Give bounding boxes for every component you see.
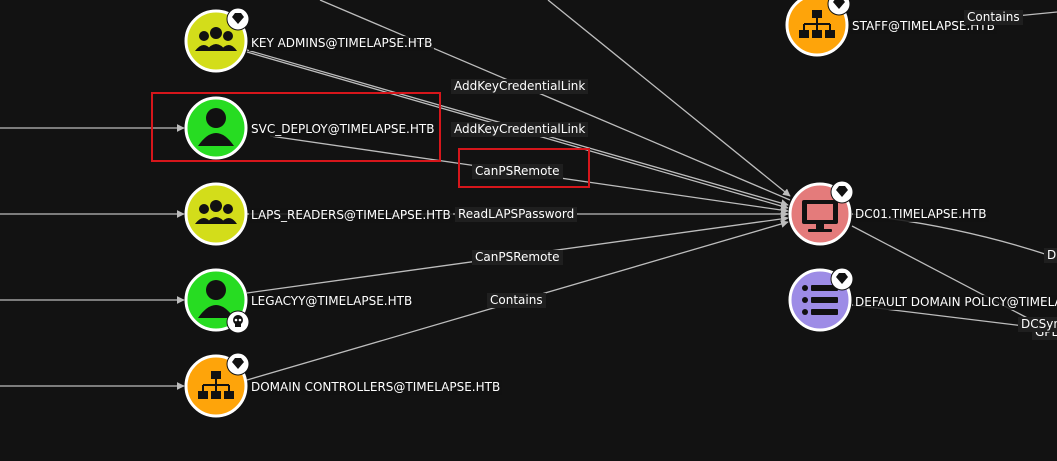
node-label-laps-readers[interactable]: LAPS_READERS@TIMELAPSE.HTB [249,208,453,223]
edge-label-contains[interactable]: Contains [487,293,546,308]
edge-label-readlapspassword[interactable]: ReadLAPSPassword [455,207,578,222]
gem-icon [827,0,851,16]
node-label-default-domain-policy[interactable]: DEFAULT DOMAIN POLICY@TIMELA [853,295,1057,310]
edge-label-canpsremote-1[interactable]: CanPSRemote [472,164,563,179]
edge-label-addkeycredentiallink-2[interactable]: AddKeyCredentialLink [451,122,589,137]
node-default-domain-policy[interactable] [788,267,854,332]
edge-offscreen-staff [547,0,791,197]
edge-label-canpsremote-2[interactable]: CanPSRemote [472,250,563,265]
gem-icon [830,267,854,291]
group-icon [195,200,237,224]
edge-offscreen-keyadmins [319,0,791,201]
node-laps-readers[interactable] [184,182,248,246]
edge-label-addkeycredentiallink-1[interactable]: AddKeyCredentialLink [451,79,589,94]
edge-label-dcsync-partial[interactable]: DCSyn [1018,317,1057,332]
node-dc01[interactable] [788,180,854,246]
node-key-admins[interactable] [184,7,250,73]
highlight-box-canpsremote [458,148,590,188]
node-label-legacyy[interactable]: LEGACYY@TIMELAPSE.HTB [249,294,415,309]
node-svc-deploy[interactable] [184,96,248,160]
ou-icon [799,10,835,38]
node-label-dc01[interactable]: DC01.TIMELAPSE.HTB [853,207,989,222]
node-label-key-admins[interactable]: KEY ADMINS@TIMELAPSE.HTB [249,36,435,51]
edge-label-d-partial[interactable]: D [1044,248,1057,263]
node-domain-controllers[interactable] [184,352,250,418]
gem-icon [226,7,250,31]
user-icon [198,108,234,146]
node-label-svc-deploy[interactable]: SVC_DEPLOY@TIMELAPSE.HTB [249,122,437,137]
gem-icon [226,352,250,376]
node-legacyy[interactable] [184,268,250,334]
group-icon [195,27,237,51]
node-label-domain-controllers[interactable]: DOMAIN CONTROLLERS@TIMELAPSE.HTB [249,380,503,395]
node-staff[interactable] [785,0,851,57]
skull-icon [226,310,250,334]
user-icon [198,280,234,318]
gem-icon [830,180,854,204]
ou-icon [198,371,234,399]
edge-label-contains-top[interactable]: Contains [964,10,1023,25]
node-label-staff[interactable]: STAFF@TIMELAPSE.HTB [850,19,997,34]
gpo-list-icon [802,285,838,315]
computer-icon [802,200,838,232]
highlight-box-svc-deploy [151,92,441,162]
